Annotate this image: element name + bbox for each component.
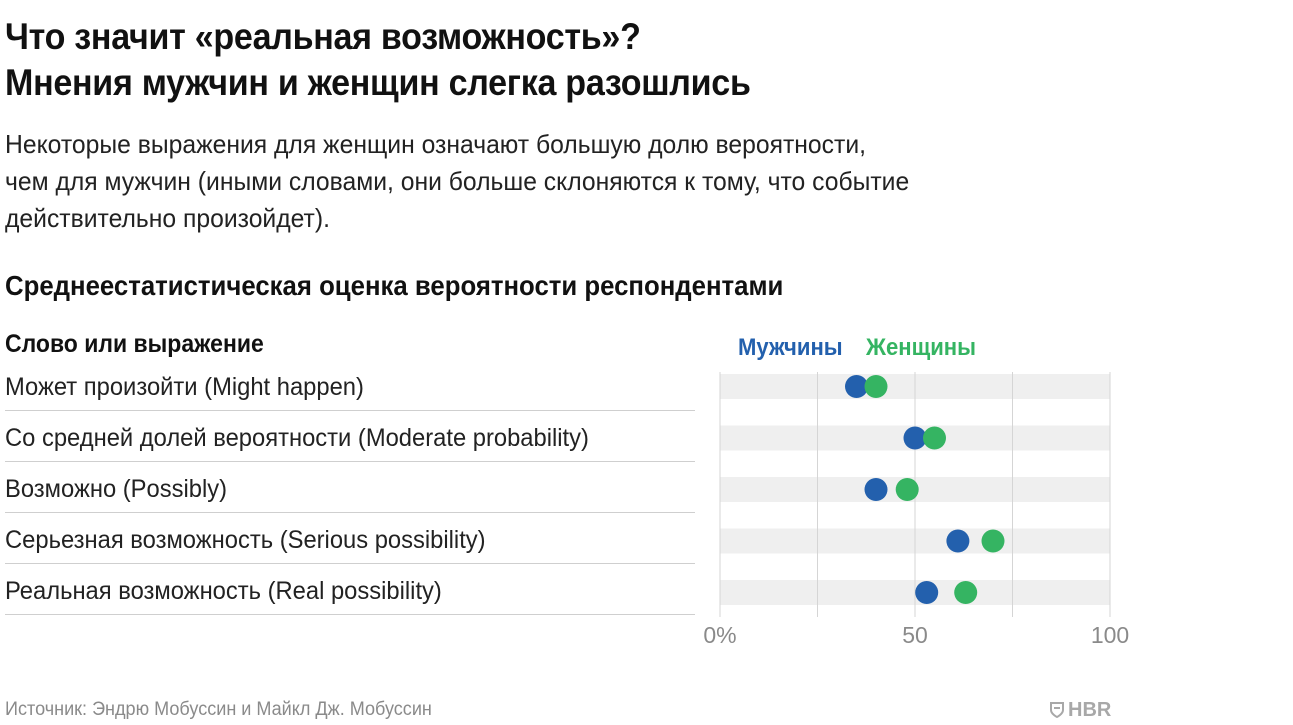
subtitle-line-2: чем для мужчин (иными словами, они больш… [5,166,910,196]
category-row: Серьезная возможность (Serious possibili… [5,515,695,564]
category-row: Со средней долей вероятности (Moderate p… [5,413,695,462]
category-label: Может произойти (Might happen) [5,373,364,401]
column-header: Слово или выражение [5,330,264,358]
category-list: Может произойти (Might happen) Со средне… [5,362,695,617]
category-row: Может произойти (Might happen) [5,362,695,411]
category-label: Возможно (Possibly) [5,475,228,503]
women-dot [923,426,946,450]
source-note: Источник: Эндрю Мобуссин и Майкл Дж. Моб… [5,699,432,720]
x-tick-label: 50 [902,622,928,648]
men-dot [845,375,868,398]
hbr-logo: HBR [1050,697,1111,723]
title-line-1: Что значит «реальная возможность»? [5,16,641,57]
x-tick-label: 100 [1091,622,1129,648]
subtitle-line-3: действительно произойдет). [5,203,330,233]
category-label: Серьезная возможность (Serious possibili… [5,526,486,554]
subtitle-line-1: Некоторые выражения для женщин означают … [5,129,866,159]
chart-subtitle: Некоторые выражения для женщин означают … [5,126,1098,237]
women-dot [864,375,888,398]
women-dot [954,581,978,604]
men-dot [946,529,970,553]
section-title: Среднеестатистическая оценка вероятности… [5,270,784,301]
title-line-2: Мнения мужчин и женщин слегка разошлись [5,62,751,103]
category-row: Возможно (Possibly) [5,464,695,513]
men-dot [864,478,888,501]
women-dot [895,478,919,501]
category-label: Реальная возможность (Real possibility) [5,577,442,605]
chart-title: Что значит «реальная возможность»? Мнени… [5,14,1017,106]
women-dot [981,529,1005,553]
men-dot [903,426,927,450]
men-dot [915,581,939,604]
legend-men: Мужчины [738,334,843,361]
category-label: Со средней долей вероятности (Moderate p… [5,424,589,452]
category-row: Реальная возможность (Real possibility) [5,566,695,615]
logo-text: HBR [1068,699,1112,721]
shield-icon [1050,702,1064,718]
legend-women: Женщины [866,334,977,361]
legend: Мужчины Женщины [738,331,986,365]
x-tick-label: 0% [703,622,736,648]
